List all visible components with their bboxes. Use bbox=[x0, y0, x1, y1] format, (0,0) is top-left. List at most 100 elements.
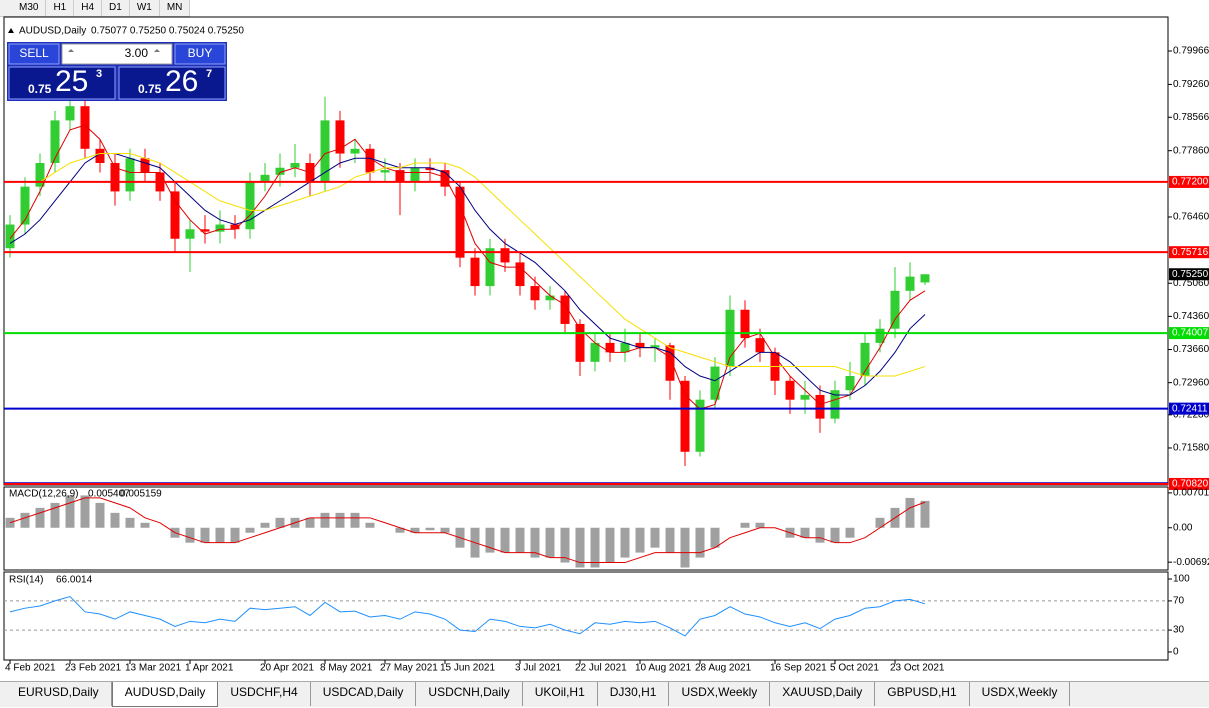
candle-body bbox=[5, 224, 15, 249]
candle-body bbox=[50, 120, 60, 163]
level-label: 0.77200 bbox=[1172, 177, 1209, 188]
macd-bar bbox=[305, 517, 315, 528]
level-label: 0.70820 bbox=[1172, 479, 1209, 490]
candle-body bbox=[380, 170, 390, 173]
x-tick-label: 5 Oct 2021 bbox=[830, 663, 879, 674]
volume-down[interactable] bbox=[68, 49, 74, 52]
candle-body bbox=[785, 380, 795, 400]
timeframe-button[interactable]: W1 bbox=[130, 0, 160, 16]
candle-body bbox=[140, 158, 150, 173]
macd-bar bbox=[680, 527, 690, 568]
x-tick-label: 23 Oct 2021 bbox=[890, 663, 945, 674]
candle-body bbox=[740, 309, 750, 339]
macd-bar bbox=[125, 517, 135, 528]
buy-price-digits: 26 bbox=[165, 65, 198, 98]
chart-tab[interactable]: USDCHF,H4 bbox=[218, 682, 311, 706]
chart-tab[interactable]: USDX,Weekly bbox=[669, 682, 771, 706]
x-tick-label: 10 Aug 2021 bbox=[635, 663, 692, 674]
macd-bar bbox=[65, 495, 75, 528]
y-tick-label: 30 bbox=[1173, 625, 1185, 636]
candle-body bbox=[755, 338, 765, 353]
macd-bar bbox=[740, 522, 750, 528]
macd-bar bbox=[500, 527, 510, 553]
moving-average bbox=[39, 153, 926, 377]
macd-bar bbox=[590, 527, 600, 568]
y-tick-label: 0.76460 bbox=[1173, 212, 1209, 223]
candle-body bbox=[485, 248, 495, 287]
y-tick-label: 0.72960 bbox=[1173, 377, 1209, 388]
candle-body bbox=[680, 380, 690, 452]
rsi-line bbox=[9, 595, 926, 637]
sell-label[interactable]: SELL bbox=[19, 46, 49, 60]
candle-body bbox=[20, 186, 30, 225]
chart-tab[interactable]: USDCNH,Daily bbox=[416, 682, 523, 706]
chart-tab[interactable]: DJ30,H1 bbox=[598, 682, 670, 706]
candle-body bbox=[665, 345, 675, 381]
y-tick-label: 0.71580 bbox=[1173, 443, 1209, 454]
level-label-bg bbox=[1169, 402, 1209, 415]
candle-body bbox=[560, 295, 570, 324]
chart-tab[interactable]: EURUSD,Daily bbox=[6, 682, 112, 706]
macd-bar bbox=[185, 527, 195, 543]
volume-value[interactable]: 3.00 bbox=[125, 46, 149, 60]
chart-tab[interactable]: XAUUSD,Daily bbox=[770, 682, 876, 706]
macd-bar bbox=[80, 495, 90, 528]
macd-bar bbox=[650, 527, 660, 548]
chart-tab[interactable]: USDX,Weekly bbox=[970, 682, 1071, 706]
price-label-bg bbox=[1169, 268, 1209, 281]
x-tick-label: 22 Jul 2021 bbox=[575, 663, 627, 674]
macd-bar bbox=[50, 502, 60, 528]
timeframe-button[interactable]: M30 bbox=[12, 0, 47, 16]
volume-up[interactable] bbox=[154, 49, 160, 52]
macd-bar bbox=[665, 527, 675, 553]
candle-body bbox=[395, 170, 405, 182]
level-label-bg bbox=[1169, 327, 1209, 340]
macd-bar bbox=[515, 527, 525, 553]
chart-tab[interactable]: UKOil,H1 bbox=[523, 682, 598, 706]
macd-bar bbox=[620, 527, 630, 558]
y-tick-label: 0 bbox=[1173, 647, 1179, 658]
macd-signal bbox=[9, 497, 926, 564]
chart-tab[interactable]: USDCAD,Daily bbox=[311, 682, 417, 706]
macd-bar bbox=[35, 507, 45, 528]
candle-body bbox=[500, 248, 510, 263]
chart-tab[interactable]: AUDUSD,Daily bbox=[111, 682, 219, 707]
buy-price-box[interactable] bbox=[118, 66, 226, 100]
timeframe-button[interactable]: MN bbox=[160, 0, 191, 16]
timeframe-button[interactable]: H1 bbox=[46, 0, 75, 16]
macd-value: 0.005407 bbox=[88, 489, 130, 500]
sell-button[interactable] bbox=[8, 43, 60, 65]
level-label-bg bbox=[1169, 477, 1209, 490]
macd-bar bbox=[425, 527, 435, 531]
macd-bar bbox=[920, 500, 930, 528]
macd-bar bbox=[395, 527, 405, 533]
sell-price-box[interactable] bbox=[8, 66, 116, 100]
x-tick-label: 23 Feb 2021 bbox=[65, 663, 122, 674]
candle-body bbox=[695, 399, 705, 452]
candle-body bbox=[515, 262, 525, 287]
trade-panel: SELL 3.00 BUY 0.75 25 3 0.75 26 7 bbox=[7, 42, 227, 101]
buy-label[interactable]: BUY bbox=[188, 46, 213, 60]
macd-bar bbox=[905, 497, 915, 528]
candle-body bbox=[920, 274, 930, 283]
candle-body bbox=[905, 276, 915, 291]
buy-button[interactable] bbox=[174, 43, 226, 65]
candle-body bbox=[320, 120, 330, 182]
candle-body bbox=[125, 158, 135, 192]
macd-bar bbox=[410, 527, 420, 533]
candle-body bbox=[575, 323, 585, 362]
chart-tab[interactable]: GBPUSD,H1 bbox=[875, 682, 970, 706]
macd-bar bbox=[245, 527, 255, 533]
level-label-bg bbox=[1169, 246, 1209, 259]
volume-input[interactable] bbox=[61, 43, 173, 65]
macd-bar bbox=[485, 527, 495, 553]
macd-bar bbox=[320, 512, 330, 528]
y-tick-label: 100 bbox=[1173, 574, 1190, 585]
x-tick-label: 27 May 2021 bbox=[380, 663, 438, 674]
timeframe-button[interactable]: H4 bbox=[74, 0, 103, 16]
y-tick-label: -0.006923 bbox=[1173, 557, 1209, 568]
x-tick-label: 8 May 2021 bbox=[320, 663, 373, 674]
y-tick-label: 0.74360 bbox=[1173, 311, 1209, 322]
level-label: 0.75716 bbox=[1172, 247, 1209, 258]
timeframe-button[interactable]: D1 bbox=[102, 0, 130, 16]
